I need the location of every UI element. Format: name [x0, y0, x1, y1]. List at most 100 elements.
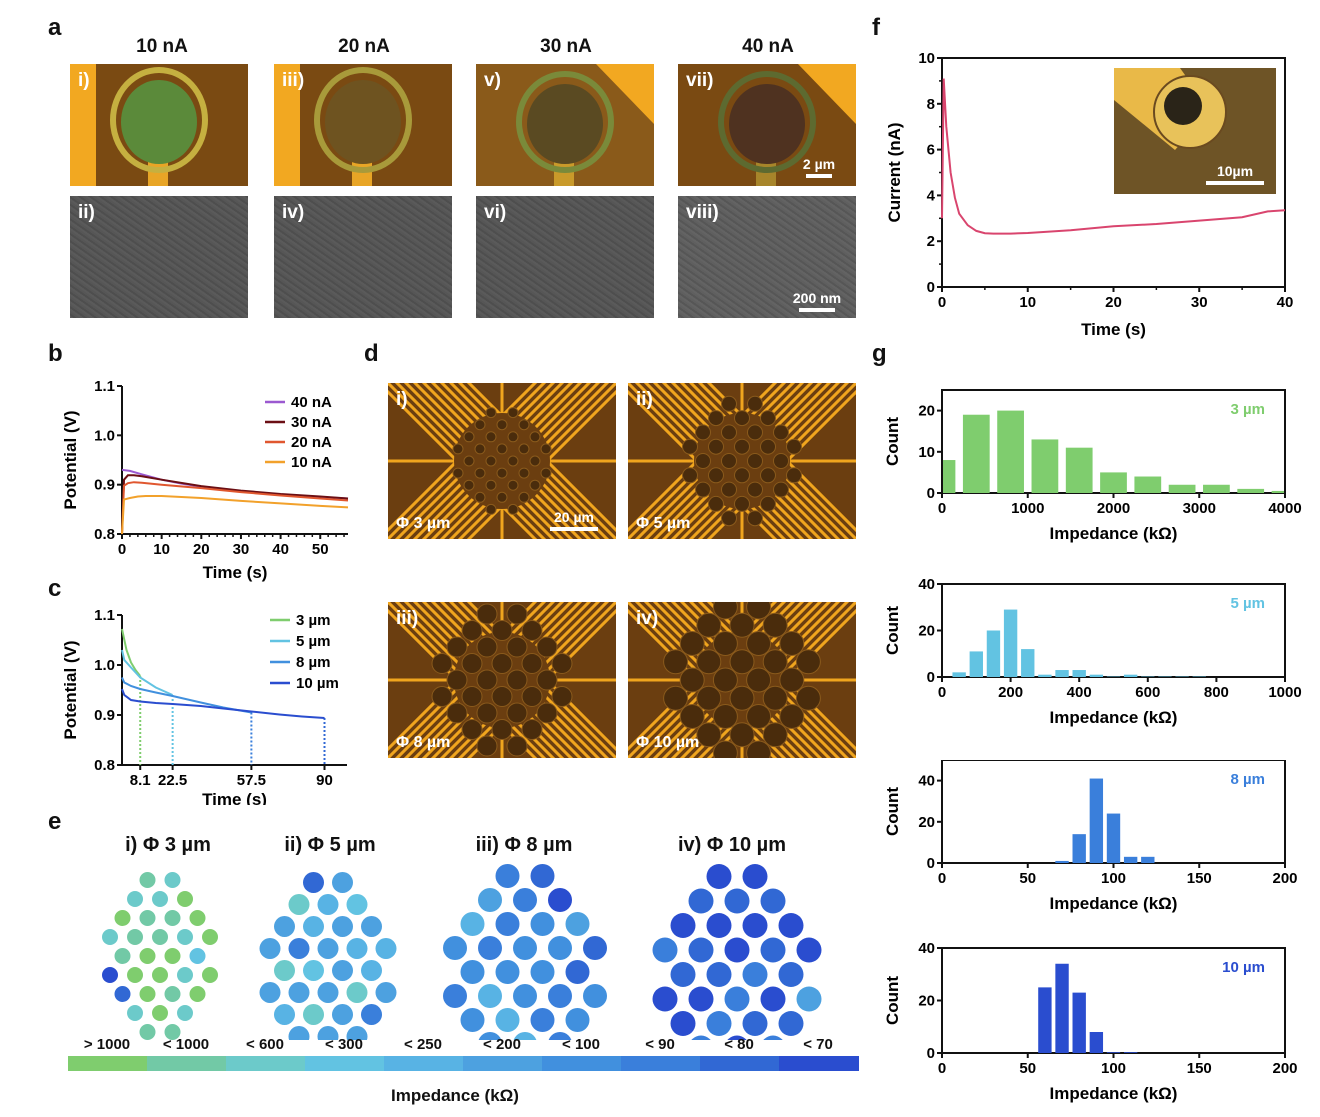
sem-image: viii) 200 nm	[678, 196, 856, 318]
colorbar-tick-label: < 200	[483, 1036, 521, 1053]
electrode-site	[461, 719, 483, 740]
colorbar-tick-label: < 250	[404, 1036, 442, 1053]
electrode-site	[712, 630, 738, 656]
electrode-dot	[189, 948, 206, 964]
electrode-site	[496, 491, 508, 503]
electrode-dot	[102, 929, 118, 945]
x-axis-label: Impedance (kΩ)	[1050, 894, 1178, 913]
x-tick-label: 40	[272, 541, 289, 558]
electrode-site	[463, 431, 475, 443]
inset-image: 10µm	[1114, 68, 1276, 194]
colorbar-tick-label: < 600	[246, 1036, 284, 1053]
colorbar-segment	[226, 1056, 306, 1071]
electrode-site	[463, 479, 475, 491]
x-tick-label: 150	[1187, 1060, 1212, 1077]
colorbar-segment	[305, 1056, 385, 1071]
array-title: ii) Φ 5 µm	[284, 834, 376, 856]
electrode-site	[476, 735, 498, 757]
electrode-dot	[346, 938, 368, 959]
electrode-site	[695, 481, 711, 498]
electrode-dot	[478, 936, 502, 960]
electrode-site	[452, 467, 464, 479]
electrode-dot	[724, 888, 750, 914]
electrode-dot	[706, 962, 732, 987]
array-image: i) Φ 3 µm 20 µm	[388, 383, 616, 539]
electrode-dot	[127, 967, 143, 983]
electrode-dot	[478, 984, 502, 1008]
colorbar: > 1000 < 1000 < 600 < 300 < 250 < 200 < 100 < 9…	[68, 1036, 859, 1076]
histogram-bar	[1168, 484, 1196, 493]
optical-image: iii)	[274, 64, 452, 186]
x-tick-label: 40	[1277, 294, 1294, 311]
electrode-site	[518, 467, 530, 479]
x-tick-label: 8.1	[130, 772, 151, 789]
electrode-site	[507, 407, 519, 419]
y-axis-label: Count	[883, 976, 902, 1025]
histogram-bar	[1203, 484, 1230, 493]
y-tick-label: 4	[927, 187, 936, 204]
x-tick-label: 0	[938, 870, 946, 887]
electrode-dot	[583, 984, 607, 1008]
electrode-dot	[565, 960, 590, 984]
electrode-site	[679, 630, 705, 656]
electrode-map	[443, 864, 607, 1040]
histogram-bar	[1100, 472, 1127, 493]
electrode-site	[712, 602, 738, 620]
diameter-label: Φ 5 µm	[636, 515, 691, 532]
electrode-dot	[796, 986, 822, 1012]
image-label: vii)	[686, 70, 714, 91]
array-center	[694, 413, 790, 509]
series-label: 10 µm	[1222, 959, 1265, 976]
histogram-bar	[1123, 856, 1138, 863]
series-line-5-µm	[121, 649, 174, 696]
electrode-dot	[317, 982, 339, 1003]
sem-image: iv)	[274, 196, 452, 318]
x-tick-label: 1000	[1011, 500, 1044, 517]
electrode-site	[708, 410, 724, 427]
electrode-dot	[727, 1035, 747, 1040]
x-tick-label: 50	[312, 541, 329, 558]
electrode-dot	[513, 936, 537, 960]
x-axis-label: Time (s)	[203, 563, 268, 582]
electrode-dot	[706, 913, 732, 938]
electrode-dot	[288, 1026, 310, 1040]
histogram-bar	[943, 460, 956, 493]
y-tick-label: 8	[927, 96, 935, 113]
electrode-dot	[724, 937, 750, 963]
y-axis-label: Potential (V)	[61, 640, 80, 739]
electrode-site	[431, 653, 453, 674]
electrode-dot	[530, 960, 555, 984]
electrode-dot	[724, 986, 750, 1012]
colorbar-segment	[463, 1056, 543, 1071]
electrode-site	[536, 669, 558, 691]
electrode-dot	[303, 872, 324, 893]
x-tick-label: 20	[193, 541, 210, 558]
electrode-dot	[332, 960, 353, 981]
electrode-dot	[763, 1035, 783, 1040]
electrode-map	[102, 872, 218, 1040]
array-image: ii) Φ 5 µm	[628, 383, 856, 539]
electrode-site	[452, 443, 464, 455]
electrode-site	[729, 685, 755, 711]
histogram-bar	[1237, 488, 1265, 493]
electrode-site	[506, 702, 528, 724]
electrode-dot	[495, 960, 520, 984]
electrode-site	[747, 453, 763, 469]
electrode-dot	[288, 938, 310, 959]
electrode-dot	[317, 894, 339, 915]
colorbar-tick-label: < 90	[645, 1036, 675, 1053]
x-tick-label: 0	[938, 294, 946, 311]
electrode-site	[734, 467, 750, 484]
electrode-site	[463, 455, 475, 467]
electrode-dot	[796, 937, 822, 963]
electrode-site	[729, 612, 755, 638]
series-label: 5 µm	[1231, 595, 1266, 612]
diameter-label: Φ 8 µm	[396, 734, 451, 751]
colorbar-axis-label: Impedance (kΩ)	[391, 1086, 519, 1105]
inset-scalebar-label: 10µm	[1217, 163, 1253, 179]
series-label: 3 µm	[1231, 401, 1266, 418]
series-line-8-µm	[121, 677, 252, 714]
electrode-dot	[742, 962, 768, 987]
electrode-dot	[778, 1011, 804, 1036]
electrode-site	[536, 636, 558, 658]
